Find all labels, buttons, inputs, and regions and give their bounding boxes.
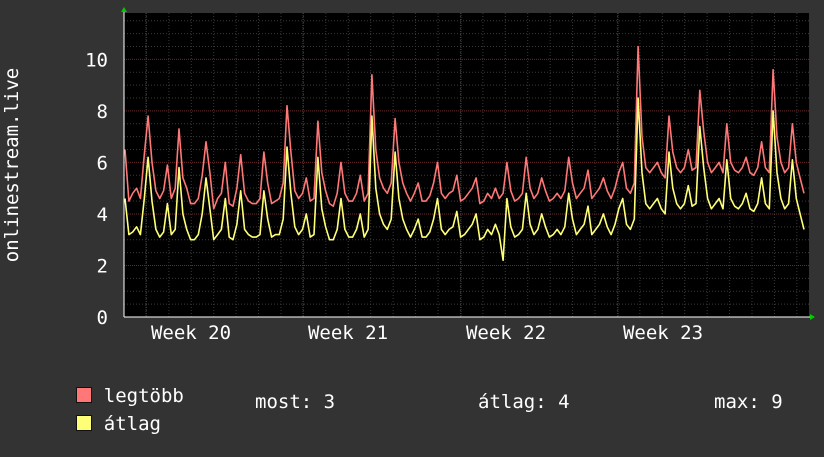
- series-line-max: [124, 45, 805, 210]
- legend-swatch-max: [75, 387, 92, 403]
- x-tick-label: Week 22: [466, 322, 546, 344]
- line-chart: 0 2 4 6 8 10 Week 20 Week 21 Week 22 Week 23 onl…: [1, 7, 815, 344]
- y-tick-label: 0: [97, 307, 108, 329]
- series-line-avg: [124, 97, 805, 262]
- series-lines: [124, 45, 805, 262]
- x-tick-label: Week 20: [151, 322, 231, 344]
- y-tick-label: 6: [97, 152, 108, 174]
- legend-swatch-avg: [75, 415, 92, 431]
- stat-avg: átlag: 4: [478, 391, 570, 413]
- x-tick-labels: Week 20 Week 21 Week 22 Week 23: [151, 322, 703, 344]
- axes: [121, 7, 815, 320]
- plot-area: [124, 13, 809, 317]
- legend-label-max: legtöbb: [103, 385, 184, 407]
- x-axis-arrow: [810, 314, 815, 320]
- x-tick-label: Week 23: [623, 322, 703, 344]
- grid: [123, 13, 809, 317]
- y-tick-labels: 0 2 4 6 8 10: [85, 49, 108, 329]
- chart-container: 0 2 4 6 8 10 Week 20 Week 21 Week 22 Week 23 onl…: [1, 7, 815, 435]
- x-tick-label: Week 21: [308, 322, 388, 344]
- stat-max: max: 9: [714, 391, 783, 413]
- legend-item-avg: átlag: [30, 391, 161, 435]
- y-tick-label: 2: [97, 255, 108, 277]
- y-axis-arrow: [121, 7, 127, 12]
- y-tick-label: 8: [97, 101, 108, 123]
- legend-item-max: legtöbb: [30, 363, 184, 407]
- y-tick-label: 4: [97, 204, 108, 226]
- legend-label-avg: átlag: [103, 413, 161, 435]
- y-tick-label: 10: [85, 49, 108, 71]
- stat-now: most: 3: [255, 391, 336, 413]
- y-axis-label: onlinestream.live: [1, 68, 23, 262]
